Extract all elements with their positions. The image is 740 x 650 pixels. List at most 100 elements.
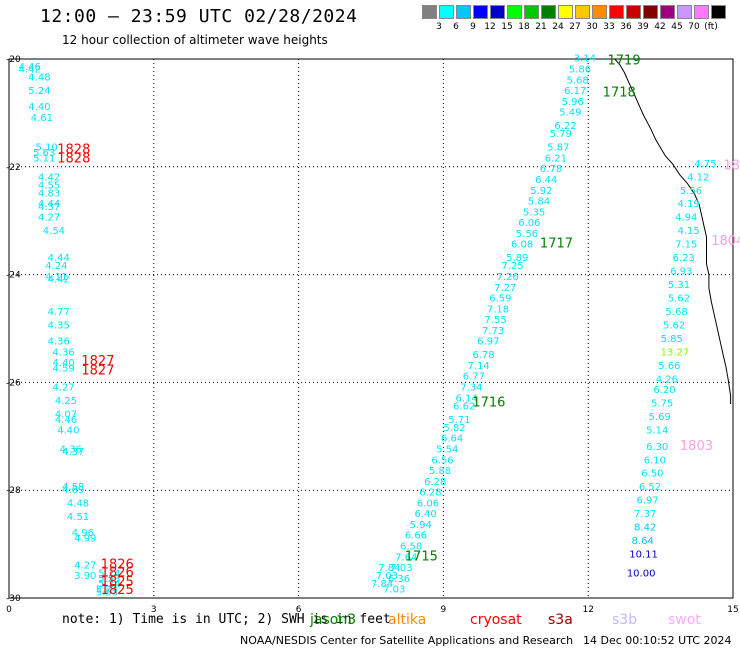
legend-swatch [660, 5, 675, 19]
wave-height-value: 5.94 [410, 520, 432, 531]
track-number-label: 1828 [57, 151, 90, 166]
wave-height-value: 6.44 [535, 175, 557, 186]
wave-height-value: 4.58 [62, 482, 84, 493]
wave-height-value: 7.73 [482, 326, 504, 337]
wave-height-value: 4.54 [43, 226, 65, 237]
satellite-label-cryosat: cryosat [470, 612, 522, 628]
wave-height-value: 4.36 [60, 444, 82, 455]
wave-height-value: 6.66 [405, 531, 427, 542]
legend-swatch [490, 5, 505, 19]
wave-height-value: 6.97 [636, 496, 658, 507]
wave-height-value: 4.26 [656, 374, 678, 385]
wave-height-value: 4.36 [48, 337, 70, 348]
wave-height-value: 5.11 [33, 153, 55, 164]
wave-height-value: 7.25 [501, 261, 523, 272]
satellite-label-jason3: jason3 [310, 612, 357, 628]
y-tick-label: -20 [6, 55, 21, 65]
wave-height-value: 6.06 [417, 498, 439, 509]
wave-height-value: 5.53 [96, 587, 118, 598]
satellite-label-s3a: s3a [548, 612, 573, 628]
legend-swatch [422, 5, 437, 19]
wave-height-value: 8.42 [634, 523, 656, 534]
wave-height-value: 5.31 [668, 280, 690, 291]
wave-height-value: 5.86 [569, 64, 591, 75]
legend-tick-label: 27 [569, 22, 581, 32]
wave-height-value: 7.37 [634, 509, 656, 520]
wave-height-value: 8.64 [632, 536, 654, 547]
wave-height-value: 6.40 [414, 509, 436, 520]
wave-height-value: 5.75 [651, 399, 673, 410]
wave-height-value: 5.68 [566, 75, 588, 86]
wave-height-value: 5.71 [448, 415, 470, 426]
wave-height-value: 4.40 [52, 358, 74, 369]
legend-swatch [558, 5, 573, 19]
wave-height-value: 13.27 [661, 347, 690, 358]
track-number-label: 1825 [101, 583, 134, 598]
wave-height-value: 6.36 [388, 574, 410, 585]
legend-tick-label: (ft) [704, 22, 718, 32]
wave-height-value: 4.61 [31, 113, 53, 124]
wave-height-value: 6.10 [644, 455, 666, 466]
wave-height-value: 4.27 [52, 382, 74, 393]
wave-height-value: 7.14 [468, 361, 490, 372]
y-tick-label: -22 [6, 163, 21, 173]
legend-tick-label: 9 [470, 22, 476, 32]
wave-height-value: 4.07 [55, 409, 77, 420]
y-tick-label: -24 [6, 271, 21, 281]
wave-height-value: 10.00 [627, 568, 656, 579]
legend-tick-label: 45 [671, 22, 683, 32]
wave-height-value: 7.03 [376, 571, 398, 582]
wave-height-value: 5.63 [33, 148, 55, 159]
legend-swatch [677, 5, 692, 19]
wave-height-value: 7.15 [675, 240, 697, 251]
legend-swatch [507, 5, 522, 19]
wave-height-value: 5.10 [36, 143, 58, 154]
wave-height-value: 4.75 [694, 159, 716, 170]
legend-swatch [575, 5, 590, 19]
track-number-label: 1716 [472, 396, 505, 411]
legend-tick-label: 18 [518, 22, 530, 32]
wave-height-value: 4.69 [62, 485, 84, 496]
wave-height-value: 5.87 [547, 143, 569, 154]
wave-height-value: 6.28 [419, 488, 441, 499]
wave-height-value: 7.64 [395, 552, 417, 563]
legend-swatch [456, 5, 471, 19]
wave-height-value: 4.44 [38, 199, 60, 210]
wave-height-value: 6.14 [455, 393, 477, 404]
legend-tick-label: 21 [535, 22, 547, 32]
wave-height-value: 5.56 [680, 186, 702, 197]
wave-height-value: 4.42 [48, 275, 70, 286]
wave-height-value: 6.52 [639, 482, 661, 493]
wave-height-value: 5.89 [506, 253, 528, 264]
wave-height-value: 4.19 [677, 199, 699, 210]
track-number-label: 1719 [608, 53, 641, 68]
track-number-label: 1717 [540, 237, 573, 252]
wave-height-value: 4.46 [55, 415, 77, 426]
legend-swatch [473, 5, 488, 19]
wave-height-value: 5.14 [646, 426, 668, 437]
y-tick-label: -26 [6, 378, 21, 388]
wave-height-value: 5.24 [28, 86, 50, 97]
footer-note: note: 1) Time is in UTC; 2) SWH is in fe… [62, 612, 391, 627]
wave-height-value: 6.17 [564, 86, 586, 97]
legend-tick-label: 33 [603, 22, 615, 32]
x-tick-label: 12 [582, 605, 593, 615]
wave-height-value: 4.11 [45, 272, 67, 283]
legend-swatch [439, 5, 454, 19]
wave-height-value: 4.36 [52, 347, 74, 358]
wave-height-value: 6.77 [463, 372, 485, 383]
wave-height-value: 5.88 [429, 466, 451, 477]
wave-height-value: 4.27 [74, 560, 96, 571]
legend-swatch [643, 5, 658, 19]
wave-height-value: 4.48 [28, 73, 50, 84]
wave-height-value: 4.12 [687, 172, 709, 183]
track-number-label: 1828 [57, 142, 90, 157]
wave-height-value: 5.35 [523, 207, 545, 218]
wave-height-value: 5.62 [663, 321, 685, 332]
wave-height-value: 5.92 [530, 186, 552, 197]
y-tick-label: -30 [6, 594, 21, 604]
wave-height-value: 5.82 [443, 423, 465, 434]
wave-height-value: 6.21 [545, 153, 567, 164]
